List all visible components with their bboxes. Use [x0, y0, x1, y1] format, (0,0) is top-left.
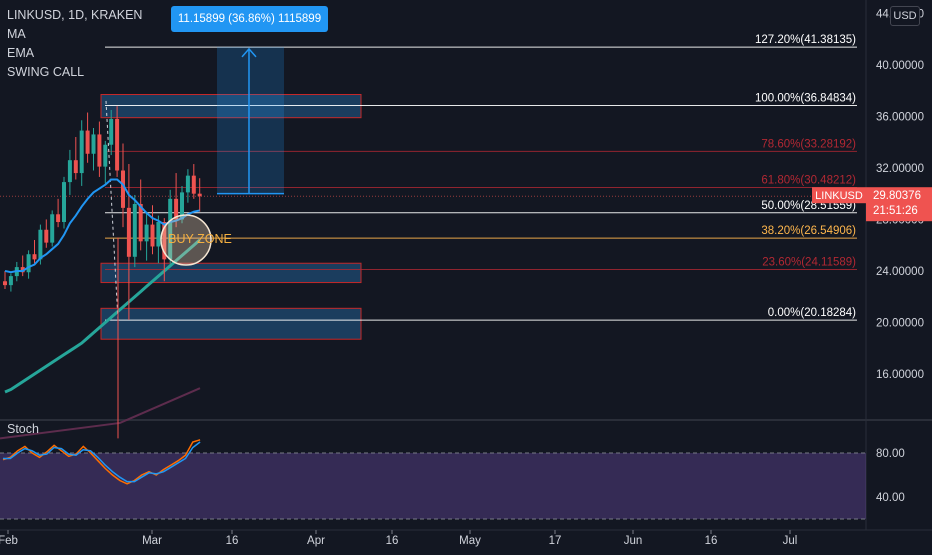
candle-body — [26, 254, 31, 273]
candle-body — [132, 203, 137, 257]
measure-badge: 11.15899 (36.86%) 1115899 — [171, 6, 328, 32]
candle-body — [126, 207, 131, 257]
indicator-ema[interactable]: EMA — [7, 46, 35, 60]
price-tick-label: 36.00000 — [876, 111, 924, 123]
price-tick-label: 24.00000 — [876, 266, 924, 278]
fib-label: 23.60%(24.11589) — [762, 256, 856, 268]
candle-body — [150, 224, 155, 247]
price-tag-countdown: 21:51:26 — [873, 205, 918, 217]
measure-arrow-head — [241, 47, 257, 58]
candle-body — [115, 118, 120, 171]
buy-zone-circle — [160, 214, 212, 266]
fib-label: 61.80%(30.48212) — [761, 174, 856, 186]
stoch-band — [0, 453, 866, 519]
symbol-title: LINKUSD, 1D, KRAKEN — [7, 8, 143, 22]
time-tick-label: Mar — [142, 535, 162, 547]
time-tick-label: May — [459, 535, 481, 547]
candle-body — [156, 222, 161, 247]
time-tick-label: 16 — [226, 535, 239, 547]
price-tag-value: 29.80376 — [873, 190, 921, 202]
candle-body — [32, 254, 37, 260]
candle-body — [44, 229, 49, 243]
time-tick-label: 16 — [386, 535, 399, 547]
candle-body — [138, 203, 143, 242]
candle-body — [174, 198, 179, 220]
candle-body — [180, 192, 184, 220]
candle-body — [38, 229, 43, 260]
buy-zone-label: BUY ZONE — [168, 232, 232, 246]
time-tick-label: Apr — [307, 535, 325, 547]
candle-body — [97, 134, 102, 167]
stoch-series-line — [2, 439, 201, 485]
fib-label: 100.00%(36.84834) — [755, 92, 856, 104]
indicator-swing-call[interactable]: SWING CALL — [7, 65, 85, 79]
candle-body — [91, 134, 96, 154]
candle-body — [109, 118, 114, 145]
candle-body — [162, 222, 167, 260]
candle-body — [73, 160, 78, 174]
candle-body — [191, 175, 196, 194]
measure-box — [217, 46, 284, 194]
stoch-label[interactable]: Stoch — [7, 422, 39, 436]
currency-button[interactable]: USD — [890, 6, 920, 26]
fib-label: 78.60%(33.28192) — [761, 138, 856, 150]
candle-body — [103, 144, 108, 167]
stoch-tick-label: 40.00 — [876, 492, 905, 504]
price-tick-label: 16.00000 — [876, 369, 924, 381]
candle-body — [50, 214, 55, 243]
candle-body — [67, 160, 72, 183]
stoch-tick-label: 80.00 — [876, 448, 905, 460]
symbol-tag — [812, 187, 866, 204]
zone-box-3 — [100, 307, 362, 340]
candle-body — [197, 193, 202, 197]
candle-body — [20, 267, 25, 273]
symbol-tag-label: LINKUSD — [815, 190, 863, 202]
candle-body — [168, 198, 173, 260]
stoch-series-line — [3, 441, 201, 483]
price-tag — [866, 187, 932, 222]
candle-body — [121, 170, 125, 208]
time-tick-label: 17 — [549, 535, 562, 547]
price-tick-label: 32.00000 — [876, 163, 924, 175]
fib-label: 0.00%(20.18284) — [768, 307, 856, 319]
time-tick-label: Jun — [624, 535, 643, 547]
candle-body — [144, 224, 149, 242]
swing-dashed-line — [105, 100, 119, 320]
candle-body — [62, 182, 66, 223]
time-tick-label: 16 — [705, 535, 718, 547]
slow-ma-line — [0, 387, 201, 440]
fib-label: 38.20%(26.54906) — [761, 225, 856, 237]
indicator-ma[interactable]: MA — [7, 27, 26, 41]
fib-label: 127.20%(41.38135) — [755, 34, 856, 46]
price-tick-label: 40.00000 — [876, 60, 924, 72]
candle-body — [56, 214, 61, 223]
time-tick-label: Feb — [0, 535, 18, 547]
candle-body — [79, 130, 84, 174]
chart-legend: LINKUSD, 1D, KRAKEN MA EMA SWING CALL — [7, 6, 142, 82]
price-tick-label: 20.00000 — [876, 317, 924, 329]
zone-box-2 — [100, 262, 362, 284]
candle-body — [8, 276, 13, 286]
zone-box-1 — [100, 94, 362, 119]
candle-body — [85, 130, 90, 154]
ma-line — [4, 238, 201, 394]
time-tick-label: Jul — [783, 535, 798, 547]
candle-body — [185, 175, 190, 193]
candle-body — [3, 281, 7, 286]
